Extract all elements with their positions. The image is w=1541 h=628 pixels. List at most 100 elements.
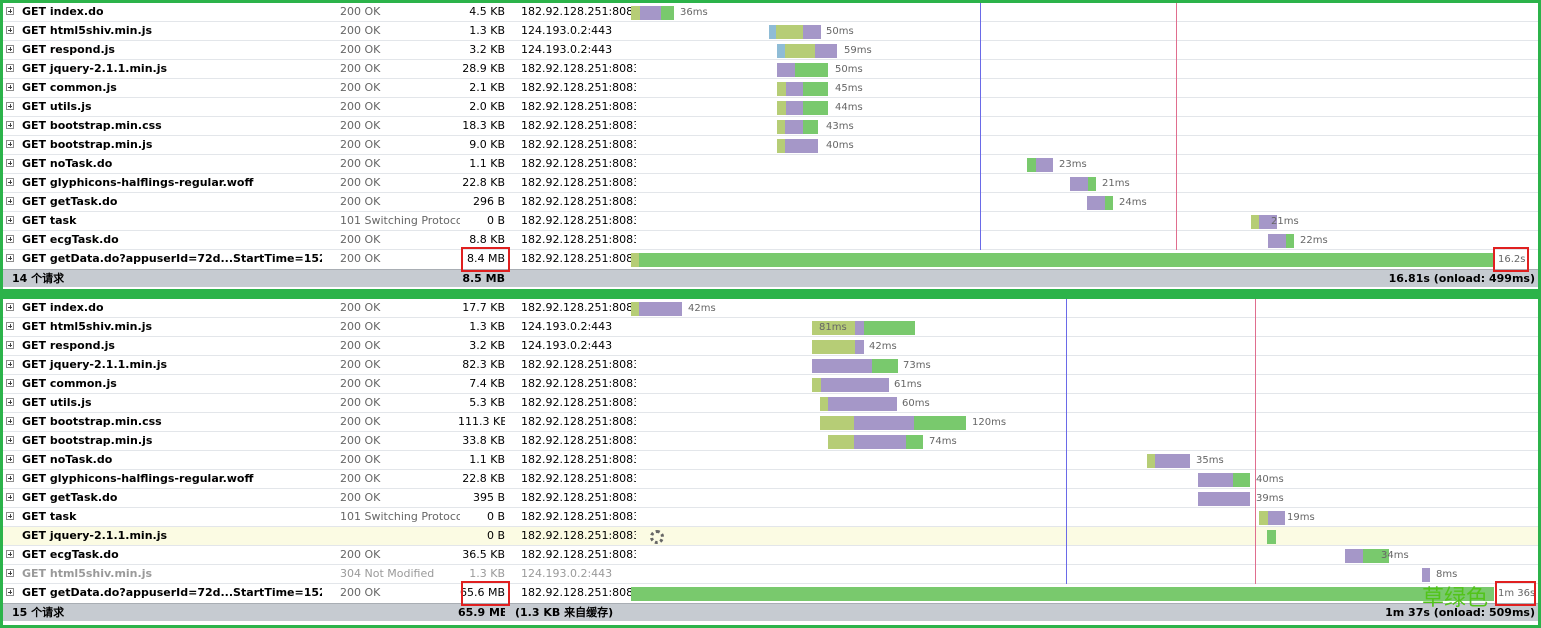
request-row[interactable]: GET bootstrap.min.css 200 OK 111.3 KB 182.9…	[3, 413, 1538, 432]
highlight-duration-box	[1493, 247, 1529, 272]
expand-row-icon[interactable]	[6, 45, 14, 53]
request-row[interactable]: GET glyphicons-halflings-regular.woff 200…	[3, 470, 1538, 489]
expand-row-icon[interactable]	[6, 398, 14, 406]
timing-bar	[631, 587, 1494, 601]
request-duration: 19ms	[1287, 512, 1315, 523]
request-row[interactable]: GET ecgTask.do 200 OK 36.5 KB 182.92.128.25…	[3, 546, 1538, 565]
request-size: 65.6 MB	[459, 586, 505, 599]
expand-row-icon[interactable]	[6, 455, 14, 463]
expand-row-icon[interactable]	[6, 417, 14, 425]
request-row[interactable]: GET html5shiv.min.js 304 Not Modified 1.3 …	[3, 565, 1538, 584]
expand-row-icon[interactable]	[6, 159, 14, 167]
request-row[interactable]: GET index.do 200 OK 4.5 KB 182.92.128.251:8…	[3, 3, 1538, 22]
request-duration: 39ms	[1256, 493, 1284, 504]
request-row[interactable]: GET getTask.do 200 OK 395 B 182.92.128.251:…	[3, 489, 1538, 508]
request-size: 1.1 KB	[469, 157, 505, 170]
request-row[interactable]: GET noTask.do 200 OK 1.1 KB 182.92.128.251:…	[3, 451, 1538, 470]
request-status: 101 Switching Protocols	[340, 214, 460, 227]
timing-segment	[815, 44, 837, 58]
request-timeline: 61ms	[631, 375, 1538, 394]
expand-row-icon[interactable]	[6, 140, 14, 148]
timing-bar	[1345, 549, 1389, 563]
request-remote-ip: 182.92.128.251:8083	[521, 100, 636, 113]
request-row[interactable]: GET noTask.do 200 OK 1.1 KB 182.92.128.251:…	[3, 155, 1538, 174]
request-row[interactable]: GET jquery-2.1.1.min.js 0 B 182.92.128.251…	[3, 527, 1538, 546]
request-row[interactable]: GET utils.js 200 OK 2.0 KB 182.92.128.251:8…	[3, 98, 1538, 117]
request-duration: 59ms	[844, 45, 872, 56]
request-row[interactable]: GET getData.do?appuserId=72d...StartTime…	[3, 250, 1538, 269]
request-row[interactable]: GET getData.do?appuserId=72d...StartTime…	[3, 584, 1538, 603]
request-row[interactable]: GET utils.js 200 OK 5.3 KB 182.92.128.251:8…	[3, 394, 1538, 413]
expand-row-icon[interactable]	[6, 550, 14, 558]
expand-row-icon[interactable]	[6, 83, 14, 91]
request-row[interactable]: GET html5shiv.min.js 200 OK 1.3 KB 124.193.…	[3, 318, 1538, 337]
expand-row-icon[interactable]	[6, 569, 14, 577]
request-row[interactable]: GET index.do 200 OK 17.7 KB 182.92.128.251:…	[3, 299, 1538, 318]
expand-row-icon[interactable]	[6, 26, 14, 34]
request-url: GET common.js	[22, 377, 117, 390]
request-row[interactable]: GET task 101 Switching Protocols 0 B 182.92…	[3, 212, 1538, 231]
request-remote-ip: 182.92.128.251:8083	[521, 434, 636, 447]
request-row[interactable]: GET jquery-2.1.1.min.js 200 OK 82.3 KB 182.…	[3, 356, 1538, 375]
timing-segment	[1422, 568, 1430, 582]
request-status: 200 OK	[340, 233, 381, 246]
timing-segment	[777, 63, 795, 77]
expand-row-icon[interactable]	[6, 493, 14, 501]
expand-row-icon[interactable]	[6, 303, 14, 311]
timing-segment	[639, 302, 682, 316]
timing-segment	[786, 82, 803, 96]
expand-row-icon[interactable]	[6, 341, 14, 349]
timing-segment	[777, 101, 786, 115]
request-remote-ip: 182.92.128.251:8083	[521, 453, 636, 466]
request-row[interactable]: GET bootstrap.min.js 200 OK 33.8 KB 182.92.…	[3, 432, 1538, 451]
request-status: 200 OK	[340, 301, 381, 314]
expand-row-icon[interactable]	[6, 197, 14, 205]
expand-row-icon[interactable]	[6, 7, 14, 15]
request-row[interactable]: GET html5shiv.min.js 200 OK 1.3 KB 124.193.…	[3, 22, 1538, 41]
expand-row-icon[interactable]	[6, 102, 14, 110]
request-row[interactable]: GET bootstrap.min.js 200 OK 9.0 KB 182.92.1…	[3, 136, 1538, 155]
expand-row-icon[interactable]	[6, 474, 14, 482]
request-row[interactable]: GET common.js 200 OK 7.4 KB 182.92.128.251:…	[3, 375, 1538, 394]
request-row[interactable]: GET ecgTask.do 200 OK 8.8 KB 182.92.128.251…	[3, 231, 1538, 250]
timing-segment	[1267, 530, 1276, 544]
expand-row-icon[interactable]	[6, 588, 14, 596]
request-timeline	[631, 527, 1538, 546]
expand-row-icon[interactable]	[6, 121, 14, 129]
timing-segment	[812, 378, 821, 392]
request-row[interactable]: GET task 101 Switching Protocols 0 B 182.92…	[3, 508, 1538, 527]
timing-bar	[631, 6, 674, 20]
expand-row-icon[interactable]	[6, 360, 14, 368]
expand-row-icon[interactable]	[6, 254, 14, 262]
request-row[interactable]: GET respond.js 200 OK 3.2 KB 124.193.0.2:44…	[3, 337, 1538, 356]
request-url: GET jquery-2.1.1.min.js	[22, 62, 168, 75]
request-row[interactable]: GET glyphicons-halflings-regular.woff 200…	[3, 174, 1538, 193]
request-size: 2.1 KB	[469, 81, 505, 94]
expand-row-icon[interactable]	[6, 322, 14, 330]
request-row[interactable]: GET bootstrap.min.css 200 OK 18.3 KB 182.92…	[3, 117, 1538, 136]
request-size: 17.7 KB	[462, 301, 505, 314]
request-status: 200 OK	[340, 453, 381, 466]
request-row[interactable]: GET common.js 200 OK 2.1 KB 182.92.128.251:…	[3, 79, 1538, 98]
highlight-duration-box	[1495, 581, 1536, 606]
request-url: GET getData.do?appuserId=72d...StartTime…	[22, 586, 322, 599]
request-remote-ip: 182.92.128.251:8083	[521, 529, 636, 542]
request-url: GET utils.js	[22, 100, 92, 113]
request-row[interactable]: GET jquery-2.1.1.min.js 200 OK 28.9 KB 182.…	[3, 60, 1538, 79]
expand-row-icon[interactable]	[6, 178, 14, 186]
expand-row-icon[interactable]	[6, 216, 14, 224]
request-size: 4.5 KB	[469, 5, 505, 18]
timing-segment	[785, 120, 803, 134]
request-remote-ip: 182.92.128.251:8083	[521, 214, 636, 227]
request-remote-ip: 182.92.128.251:8083	[521, 138, 636, 151]
expand-row-icon[interactable]	[6, 379, 14, 387]
request-size: 0 B	[486, 510, 505, 523]
expand-row-icon[interactable]	[6, 235, 14, 243]
expand-row-icon[interactable]	[6, 436, 14, 444]
expand-row-icon[interactable]	[6, 512, 14, 520]
request-row[interactable]: GET respond.js 200 OK 3.2 KB 124.193.0.2:44…	[3, 41, 1538, 60]
request-duration: 60ms	[902, 398, 930, 409]
request-url: GET respond.js	[22, 339, 115, 352]
expand-row-icon[interactable]	[6, 64, 14, 72]
request-row[interactable]: GET getTask.do 200 OK 296 B 182.92.128.251:…	[3, 193, 1538, 212]
